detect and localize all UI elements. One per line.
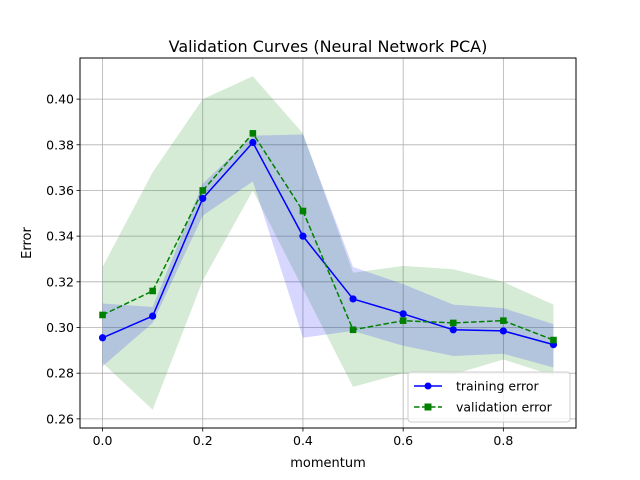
line-training-error	[102, 141, 554, 346]
plot-frame	[79, 57, 577, 429]
x-axis-ticks: 0.0 0.2 0.4 0.6 0.8	[93, 428, 513, 448]
band-training-error	[102, 134, 554, 368]
y-tick-label: 0.26	[46, 411, 74, 426]
chart-title: Validation Curves (Neural Network PCA)	[169, 37, 488, 56]
line-validation-error	[102, 132, 554, 341]
x-tick-label: 0.8	[493, 433, 513, 448]
point-training-error	[199, 194, 207, 203]
point-validation-error	[249, 130, 257, 137]
y-axis-ticks: 0.26 0.28 0.30 0.32 0.34 0.36 0.38 0.40	[46, 92, 80, 426]
y-tick-label: 0.28	[46, 366, 74, 381]
legend-marker-validation-error	[424, 403, 432, 411]
point-training-error	[399, 310, 407, 318]
legend-label-validation-error: validation error	[456, 400, 553, 415]
legend-label-training-error: training error	[456, 379, 540, 394]
point-validation-error	[299, 207, 307, 215]
point-validation-error	[149, 287, 156, 295]
series-markers	[98, 130, 558, 349]
legend: training error validation error	[407, 371, 571, 423]
point-validation-error	[399, 317, 407, 324]
y-tick-label: 0.34	[46, 229, 74, 244]
legend-marker-training-error	[424, 382, 432, 390]
series-lines	[102, 132, 554, 346]
point-training-error	[249, 138, 257, 147]
y-axis-label: Error	[20, 227, 35, 259]
point-training-error	[349, 295, 357, 303]
point-training-error	[499, 327, 507, 335]
y-tick-label: 0.38	[46, 137, 74, 152]
point-validation-error	[199, 187, 207, 194]
point-validation-error	[349, 326, 357, 334]
point-validation-error	[449, 319, 457, 327]
point-validation-error	[550, 336, 557, 344]
grid	[80, 58, 576, 428]
point-training-error	[449, 326, 457, 334]
point-validation-error	[500, 317, 507, 324]
x-tick-label: 0.0	[93, 433, 113, 448]
y-tick-label: 0.32	[46, 274, 74, 289]
x-axis-label: momentum	[290, 456, 366, 471]
y-tick-label: 0.36	[46, 183, 74, 198]
y-tick-label: 0.40	[46, 92, 74, 107]
point-training-error	[299, 232, 307, 240]
point-training-error	[149, 312, 157, 320]
point-training-error	[98, 334, 107, 342]
legend-box	[407, 371, 571, 423]
x-tick-label: 0.6	[393, 433, 413, 448]
x-tick-label: 0.4	[293, 433, 313, 448]
y-tick-label: 0.30	[46, 320, 74, 335]
point-validation-error	[99, 311, 106, 319]
x-tick-label: 0.2	[193, 433, 213, 448]
